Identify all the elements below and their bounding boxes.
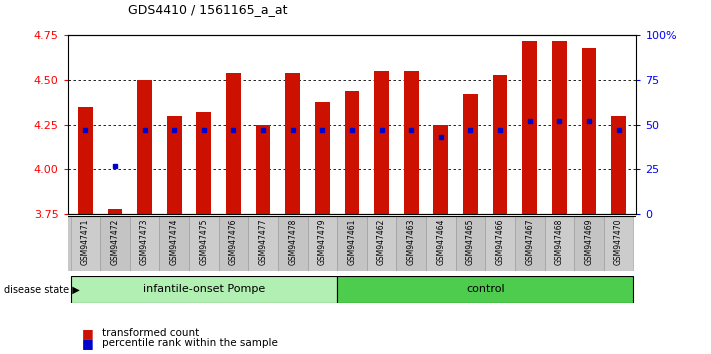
- Bar: [345, 91, 359, 214]
- Text: GSM947478: GSM947478: [288, 218, 297, 264]
- Bar: [196, 112, 211, 214]
- Text: GSM947474: GSM947474: [170, 218, 178, 265]
- Bar: [189, 216, 219, 271]
- Bar: [278, 216, 307, 271]
- Text: GSM947466: GSM947466: [496, 218, 505, 265]
- Bar: [78, 107, 92, 214]
- Bar: [219, 216, 248, 271]
- Text: GSM947473: GSM947473: [140, 218, 149, 265]
- Text: GDS4410 / 1561165_a_at: GDS4410 / 1561165_a_at: [128, 3, 287, 16]
- Bar: [256, 125, 270, 214]
- Bar: [159, 216, 189, 271]
- Text: GSM947462: GSM947462: [377, 218, 386, 264]
- Text: transformed count: transformed count: [102, 329, 199, 338]
- Bar: [515, 216, 545, 271]
- Bar: [107, 209, 122, 214]
- Text: GSM947463: GSM947463: [407, 218, 416, 265]
- Text: GSM947469: GSM947469: [584, 218, 594, 265]
- Text: control: control: [466, 284, 505, 295]
- Bar: [611, 116, 626, 214]
- Bar: [545, 216, 574, 271]
- Bar: [337, 276, 634, 303]
- Text: GSM947461: GSM947461: [348, 218, 356, 264]
- Bar: [552, 41, 567, 214]
- Text: ■: ■: [82, 327, 94, 340]
- Bar: [485, 216, 515, 271]
- Bar: [337, 216, 367, 271]
- Text: GSM947467: GSM947467: [525, 218, 534, 265]
- Text: GSM947476: GSM947476: [229, 218, 238, 265]
- Bar: [374, 71, 389, 214]
- Text: disease state ▶: disease state ▶: [4, 284, 80, 295]
- Bar: [100, 216, 129, 271]
- Bar: [523, 41, 537, 214]
- Bar: [434, 125, 448, 214]
- Bar: [226, 73, 241, 214]
- Bar: [456, 216, 485, 271]
- Text: GSM947465: GSM947465: [466, 218, 475, 265]
- Text: GSM947468: GSM947468: [555, 218, 564, 264]
- Bar: [582, 48, 597, 214]
- Bar: [70, 276, 337, 303]
- Text: GSM947479: GSM947479: [318, 218, 327, 265]
- Text: GSM947472: GSM947472: [110, 218, 119, 264]
- Bar: [307, 216, 337, 271]
- Bar: [426, 216, 456, 271]
- Bar: [70, 216, 100, 271]
- Bar: [463, 95, 478, 214]
- Text: ■: ■: [82, 337, 94, 350]
- Bar: [604, 216, 634, 271]
- Bar: [285, 73, 300, 214]
- Bar: [167, 116, 181, 214]
- Text: GSM947471: GSM947471: [81, 218, 90, 264]
- Bar: [129, 216, 159, 271]
- Bar: [493, 75, 508, 214]
- Bar: [397, 216, 426, 271]
- Bar: [574, 216, 604, 271]
- Bar: [404, 71, 419, 214]
- Text: GSM947464: GSM947464: [437, 218, 445, 265]
- Bar: [248, 216, 278, 271]
- Bar: [137, 80, 152, 214]
- Bar: [367, 216, 397, 271]
- Text: GSM947475: GSM947475: [199, 218, 208, 265]
- Bar: [315, 102, 330, 214]
- Text: percentile rank within the sample: percentile rank within the sample: [102, 338, 277, 348]
- Text: infantile-onset Pompe: infantile-onset Pompe: [143, 284, 265, 295]
- Text: GSM947477: GSM947477: [259, 218, 267, 265]
- Text: GSM947470: GSM947470: [614, 218, 623, 265]
